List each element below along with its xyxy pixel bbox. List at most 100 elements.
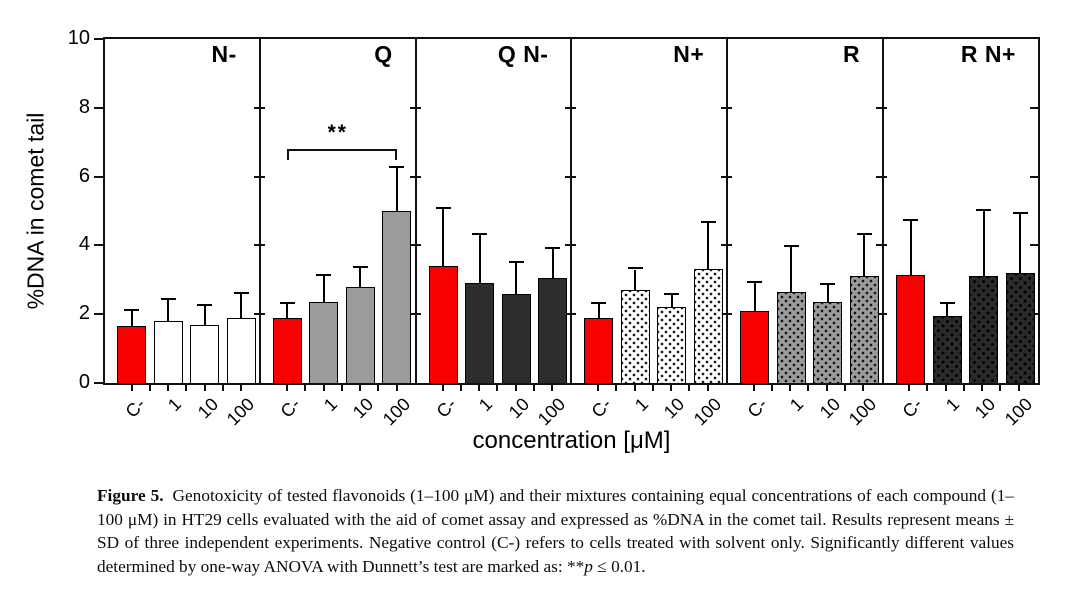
divider-tick <box>409 175 421 178</box>
y-axis-tick <box>94 106 103 109</box>
x-tick <box>395 385 398 391</box>
x-tick <box>478 385 480 391</box>
error-line-Q N--10 <box>515 262 518 296</box>
error-line-R-C- <box>753 283 756 313</box>
error-cap-R-1 <box>783 245 799 248</box>
bar-R-1 <box>776 291 806 383</box>
error-cap-R N+-1 <box>939 301 955 304</box>
divider-tick <box>409 244 421 247</box>
divider-tick <box>876 106 887 109</box>
x-tick <box>203 385 206 391</box>
panel-N-: N- <box>105 39 261 383</box>
error-cap-Q-1 <box>316 274 332 277</box>
panel-title-Q N-: Q N- <box>497 41 549 67</box>
x-tick <box>322 385 325 391</box>
error-line-R N+-10 <box>982 211 985 279</box>
divider-tick <box>409 106 421 109</box>
x-tick <box>514 385 517 391</box>
x-tick <box>286 385 288 391</box>
x-tick <box>752 385 755 391</box>
error-cap-Q N--C- <box>435 207 451 210</box>
error-line-R N+-C- <box>909 221 912 277</box>
bar-Q-1 <box>309 302 339 383</box>
error-line-N+-10 <box>670 295 673 310</box>
error-line-Q-10 <box>359 267 362 289</box>
error-line-Q-100 <box>395 168 398 213</box>
error-cap-N--100 <box>233 291 249 294</box>
error-cap-Q-C- <box>279 301 295 304</box>
divider-tick <box>876 175 887 178</box>
figure-number-label: Figure 5. <box>97 486 164 505</box>
y-tick-label: 8 <box>78 95 90 118</box>
divider-tick <box>254 175 265 178</box>
error-line-N+-1 <box>634 269 637 293</box>
x-tick <box>999 385 1002 391</box>
bar-Q N--10 <box>501 293 531 383</box>
caption-text: Genotoxicity of tested flavonoids (1–100… <box>97 486 1014 577</box>
y-tick-label: 0 <box>78 371 90 393</box>
y-tick-label: 10 <box>67 27 90 49</box>
x-tick <box>377 385 380 391</box>
x-tick <box>862 385 864 391</box>
error-line-R-100 <box>863 235 866 279</box>
significance-bracket <box>287 149 397 152</box>
error-cap-N--C- <box>124 308 139 311</box>
x-tick <box>441 385 444 391</box>
error-cap-Q N--10 <box>508 260 524 263</box>
caption-p-value: ≤ 0.01. <box>592 557 646 577</box>
divider-tick <box>1030 175 1040 178</box>
divider-tick <box>720 106 732 109</box>
error-line-Q N--1 <box>478 235 481 286</box>
x-tick <box>551 385 553 391</box>
bar-R N+-C- <box>896 274 926 383</box>
bar-Q N--100 <box>538 278 568 383</box>
y-axis-tick <box>94 244 103 247</box>
divider-tick <box>1030 244 1040 247</box>
error-line-R-10 <box>826 284 829 305</box>
y-tick-label: 2 <box>78 302 90 325</box>
divider-tick <box>254 244 265 247</box>
bar-R N+-100 <box>1005 272 1035 383</box>
bar-N--10 <box>190 324 219 383</box>
x-tick <box>770 385 773 391</box>
panel-title-N-: N- <box>211 41 237 67</box>
x-tick <box>496 385 499 391</box>
error-cap-R N+-100 <box>1012 212 1028 215</box>
divider-tick <box>254 106 265 109</box>
divider-tick <box>720 175 732 178</box>
divider-tick <box>720 313 732 316</box>
bar-Q-100 <box>382 211 412 383</box>
x-tick <box>807 385 810 391</box>
panel-Q: Q <box>261 39 417 383</box>
error-cap-N+-100 <box>700 221 716 224</box>
x-tick <box>633 385 636 391</box>
error-line-N+-C- <box>597 303 600 320</box>
divider-tick <box>565 313 576 316</box>
figure-caption: Figure 5. Genotoxicity of tested flavonoi… <box>97 484 1014 579</box>
x-tick <box>340 385 343 391</box>
divider-tick <box>565 244 576 247</box>
error-cap-Q-10 <box>352 265 368 268</box>
divider-tick <box>254 313 265 316</box>
bar-Q N--1 <box>465 283 495 383</box>
y-axis-tick <box>94 313 103 316</box>
error-cap-N+-C- <box>591 301 607 304</box>
bar-N+-10 <box>657 307 687 383</box>
error-line-Q N--100 <box>551 248 554 281</box>
error-line-N+-100 <box>707 223 710 272</box>
x-tick <box>843 385 846 391</box>
x-tick <box>706 385 709 391</box>
x-tick <box>130 385 133 391</box>
x-tick <box>670 385 672 391</box>
bar-R-10 <box>813 302 843 383</box>
x-tick <box>651 385 654 391</box>
x-tick <box>185 385 188 391</box>
x-tick <box>688 385 691 391</box>
bar-R-100 <box>849 276 879 383</box>
error-cap-R-100 <box>856 233 872 236</box>
divider-tick <box>409 313 421 316</box>
bar-N+-100 <box>693 269 723 383</box>
divider-tick <box>876 313 887 316</box>
x-tick <box>597 385 599 391</box>
